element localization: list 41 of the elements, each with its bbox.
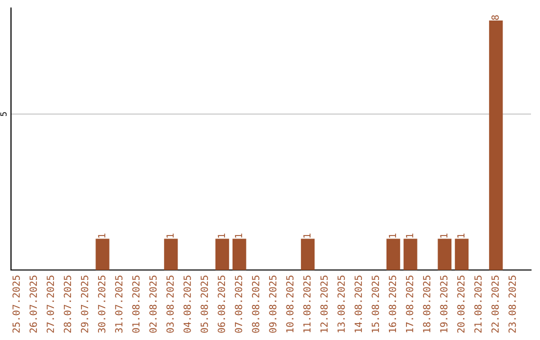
x-tick-label: 22.08.2025: [491, 276, 499, 333]
x-tick-label: 21.08.2025: [474, 276, 482, 333]
x-tick-label: 14.08.2025: [354, 276, 362, 332]
x-tick-label: 10.08.2025: [286, 276, 294, 332]
x-tick-label: 16.08.2025: [388, 276, 396, 332]
y-tick-label: 5: [0, 112, 7, 116]
data-label: 1: [457, 234, 464, 238]
data-label: 1: [98, 234, 106, 238]
data-label: 1: [166, 234, 174, 238]
x-tick-label: 30.07.2025: [98, 276, 106, 333]
x-tick-label: 23.08.2025: [508, 276, 516, 333]
data-label: 1: [406, 234, 414, 238]
data-label: 1: [388, 234, 396, 238]
x-tick-label: 06.08.2025: [218, 276, 226, 333]
x-tick-label: 07.08.2025: [234, 276, 242, 333]
data-label: 1: [234, 234, 242, 238]
x-tick-label: 26.07.2025: [30, 276, 37, 333]
x-tick-label: 28.07.2025: [64, 276, 72, 333]
x-tick-label: 09.08.2025: [269, 276, 276, 333]
x-tick-label: 03.08.2025: [166, 276, 174, 333]
x-tick-label: 13.08.2025: [337, 276, 345, 332]
x-tick-label: 08.08.2025: [252, 276, 260, 333]
x-tick-label: 12.08.2025: [320, 276, 328, 332]
data-label: 8: [491, 15, 499, 20]
x-tick-label: 11.08.2025: [303, 276, 311, 332]
x-tick-label: 15.08.2025: [372, 276, 380, 332]
x-tick-label: 29.07.2025: [80, 276, 88, 333]
x-tick-label: 01.08.2025: [132, 276, 140, 333]
x-tick-label: 17.08.2025: [406, 276, 414, 332]
x-tick-label: 27.07.2025: [46, 276, 54, 333]
data-label: 1: [440, 234, 448, 238]
x-tick-label: 20.08.2025: [457, 276, 465, 333]
x-tick-label: 02.08.2025: [149, 276, 157, 333]
x-tick-label: 31.07.2025: [115, 276, 122, 333]
x-tick-label: 18.08.2025: [423, 276, 430, 332]
x-tick-label: 19.08.2025: [440, 276, 448, 332]
x-tick-label: 25.07.2025: [12, 276, 20, 333]
data-label: 1: [218, 234, 225, 238]
data-label: 1: [303, 234, 310, 238]
x-tick-label: 04.08.2025: [184, 276, 191, 333]
x-tick-label: 05.08.2025: [200, 276, 208, 333]
